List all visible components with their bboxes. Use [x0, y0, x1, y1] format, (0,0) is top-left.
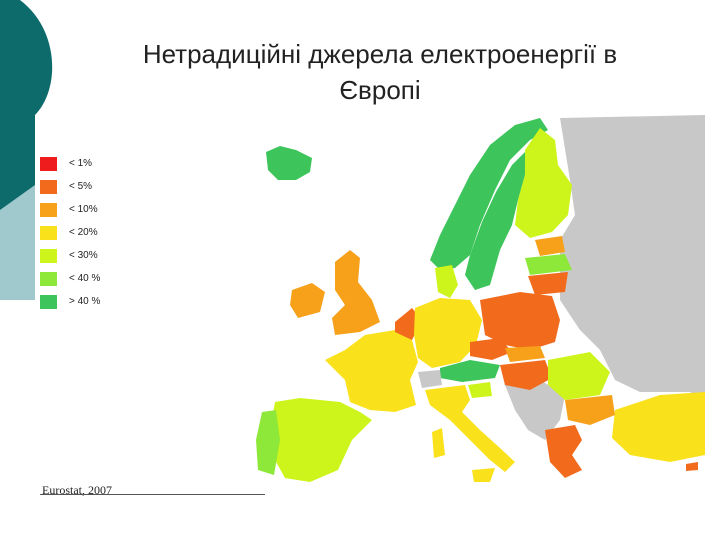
- map-region-sicily: [472, 468, 495, 482]
- legend-swatch: [40, 202, 57, 217]
- legend-label: < 40 %: [69, 273, 101, 284]
- source-underline: [40, 494, 265, 495]
- map-region-lithuania: [528, 272, 568, 295]
- legend-item: < 40 %: [40, 267, 100, 290]
- map-region-norway: [430, 118, 548, 270]
- legend-label: < 1%: [69, 158, 93, 169]
- map-region-bulgaria: [565, 395, 615, 425]
- map-region-finland: [515, 128, 572, 238]
- map-region-ireland: [290, 283, 325, 318]
- map-region-no-data-balkans: [505, 380, 565, 440]
- map-region-latvia: [525, 254, 572, 275]
- map-region-iceland: [266, 146, 312, 180]
- legend-label: > 40 %: [69, 296, 101, 307]
- legend-swatch: [40, 225, 57, 240]
- map-region-no-data-east: [560, 115, 705, 400]
- data-source: Eurostat, 2007: [42, 483, 112, 497]
- map-region-estonia: [535, 236, 565, 256]
- title-line-1: Нетрадиційні джерела електроенергії в: [142, 39, 618, 69]
- map-region-switzerland: [418, 370, 442, 388]
- map-region-romania: [548, 352, 610, 400]
- legend-label: < 5%: [69, 181, 93, 192]
- map-region-sardinia: [432, 428, 445, 458]
- map-region-germany: [414, 298, 482, 368]
- title-line-2: Європі: [339, 75, 421, 105]
- legend-swatch: [40, 248, 57, 263]
- map-region-turkey: [612, 392, 705, 462]
- legend-item: > 40 %: [40, 290, 100, 313]
- map-region-sweden: [465, 152, 525, 290]
- map-region-spain: [270, 398, 372, 482]
- map-region-czech: [470, 338, 512, 360]
- map-region-great-britain: [332, 250, 380, 335]
- legend-swatch: [40, 294, 57, 309]
- legend-label: < 20%: [69, 227, 98, 238]
- legend-item: < 10%: [40, 198, 100, 221]
- legend-item: < 1%: [40, 152, 100, 175]
- map-region-austria: [440, 360, 500, 382]
- map-region-greece: [545, 425, 582, 478]
- map-region-poland: [480, 292, 560, 350]
- map-region-hungary: [500, 360, 552, 390]
- map-region-france: [325, 330, 418, 412]
- map-region-slovenia: [468, 382, 492, 398]
- legend-item: < 20%: [40, 221, 100, 244]
- decorative-corner-shape: [0, 0, 53, 300]
- legend-item: < 30%: [40, 244, 100, 267]
- map-region-italy: [425, 385, 515, 472]
- legend-label: < 10%: [69, 204, 98, 215]
- page-title: Нетрадиційні джерела електроенергії в Єв…: [60, 36, 700, 108]
- map-region-portugal: [256, 410, 280, 475]
- map-region-cyprus: [686, 462, 698, 471]
- legend-swatch: [40, 179, 57, 194]
- europe-map: [256, 115, 705, 482]
- legend-item: < 5%: [40, 175, 100, 198]
- legend-swatch: [40, 271, 57, 286]
- map-region-denmark: [435, 265, 458, 298]
- legend-swatch: [40, 156, 57, 171]
- legend-label: < 30%: [69, 250, 98, 261]
- map-region-slovakia: [505, 346, 545, 362]
- map-legend: < 1% < 5% < 10% < 20% < 30% < 40 % > 40 …: [40, 152, 100, 313]
